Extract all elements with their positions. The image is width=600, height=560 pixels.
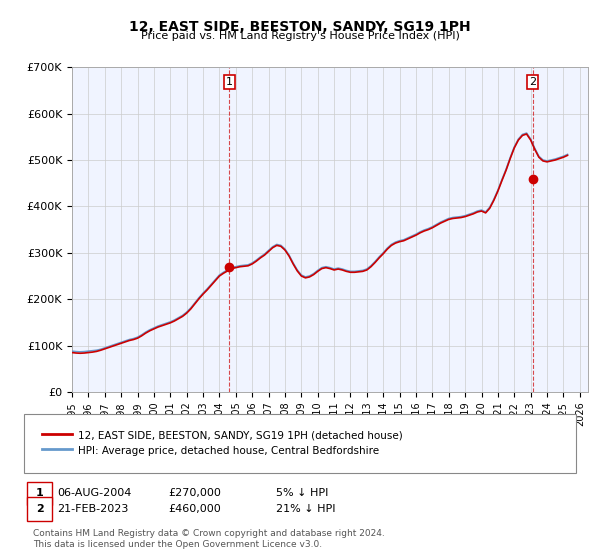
Text: 5% ↓ HPI: 5% ↓ HPI — [276, 488, 328, 498]
Text: 12, EAST SIDE, BEESTON, SANDY, SG19 1PH (detached house): 12, EAST SIDE, BEESTON, SANDY, SG19 1PH … — [78, 431, 403, 441]
Text: 2: 2 — [529, 77, 536, 87]
Text: 1: 1 — [226, 77, 233, 87]
Text: Contains HM Land Registry data © Crown copyright and database right 2024.
This d: Contains HM Land Registry data © Crown c… — [33, 529, 385, 549]
Text: 12, EAST SIDE, BEESTON, SANDY, SG19 1PH: 12, EAST SIDE, BEESTON, SANDY, SG19 1PH — [129, 20, 471, 34]
Text: £460,000: £460,000 — [168, 504, 221, 514]
Text: HPI: Average price, detached house, Central Bedfordshire: HPI: Average price, detached house, Cent… — [78, 446, 379, 456]
Text: £270,000: £270,000 — [168, 488, 221, 498]
Text: 06-AUG-2004: 06-AUG-2004 — [57, 488, 131, 498]
Text: 1: 1 — [36, 488, 43, 498]
Text: 21-FEB-2023: 21-FEB-2023 — [57, 504, 128, 514]
Text: 21% ↓ HPI: 21% ↓ HPI — [276, 504, 335, 514]
Text: Price paid vs. HM Land Registry's House Price Index (HPI): Price paid vs. HM Land Registry's House … — [140, 31, 460, 41]
Text: 2: 2 — [36, 504, 43, 514]
